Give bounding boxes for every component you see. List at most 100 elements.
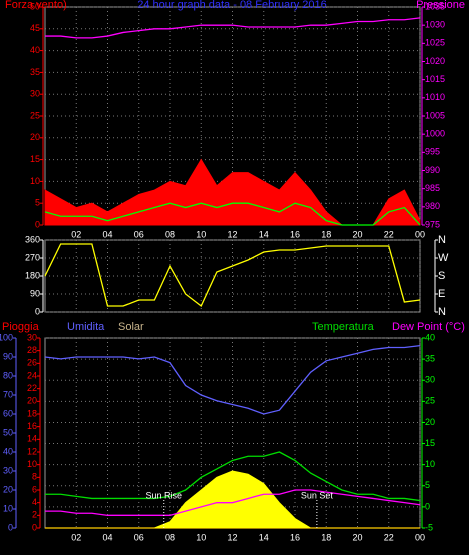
y-tick-label: -5: [425, 522, 433, 532]
area: [44, 158, 421, 226]
y-tick-label: W: [438, 252, 449, 264]
y-tick-label: 0: [35, 219, 40, 229]
y-tick-label: 30: [425, 375, 435, 385]
y-tick-label: 25: [425, 396, 435, 406]
y-tick-label: 50: [3, 427, 13, 437]
y-tick-label: 1020: [425, 56, 445, 66]
y-tick-label: 80: [3, 370, 13, 380]
y-tick-label: 30: [30, 89, 40, 99]
y-tick-label: 985: [425, 183, 440, 193]
y-tick-label: 30: [27, 332, 37, 342]
y-tick-label: 1005: [425, 110, 445, 120]
y-tick-label: 360: [25, 234, 40, 244]
y-tick-label: 15: [30, 154, 40, 164]
chart-title: 24 hour graph data - 08 February 2016: [137, 0, 327, 11]
y-tick-label: 1010: [425, 92, 445, 102]
x-tick-label: 04: [102, 229, 112, 239]
y-tick-label: E: [438, 288, 445, 300]
y-tick-label: 180: [25, 270, 40, 280]
y-tick-label: 6: [32, 484, 37, 494]
legend-label: Pressione: [416, 0, 465, 11]
x-tick-label: 06: [134, 532, 144, 542]
x-tick-label: 18: [321, 532, 331, 542]
x-tick-label: 16: [290, 532, 300, 542]
y-tick-label: 60: [3, 408, 13, 418]
annotation: Sun Rise: [145, 490, 182, 500]
x-tick-label: 08: [165, 229, 175, 239]
y-tick-label: 0: [8, 522, 13, 532]
y-tick-label: 15: [425, 438, 435, 448]
y-tick-label: 990: [425, 165, 440, 175]
legend-label: Temperatura: [312, 321, 375, 333]
line: [45, 489, 421, 516]
line: [44, 202, 421, 226]
x-tick-label: 22: [384, 229, 394, 239]
y-tick-label: 10: [27, 459, 37, 469]
x-tick-label: 12: [227, 229, 237, 239]
x-tick-label: 10: [196, 532, 206, 542]
y-tick-label: 10: [30, 176, 40, 186]
y-tick-label: 1030: [425, 20, 445, 30]
y-tick-label: 25: [30, 110, 40, 120]
x-tick-label: 00: [415, 229, 425, 239]
y-tick-label: 20: [3, 484, 13, 494]
y-tick-label: 4: [32, 497, 37, 507]
y-tick-label: 8: [32, 472, 37, 482]
line: [44, 344, 421, 415]
y-tick-label: 20: [425, 417, 435, 427]
legend-label: Forza vento): [5, 0, 67, 11]
y-tick-label: 28: [27, 345, 37, 355]
x-tick-label: 02: [71, 532, 81, 542]
x-tick-label: 10: [196, 229, 206, 239]
y-tick-label: 20: [27, 396, 37, 406]
y-tick-label: 35: [425, 353, 435, 363]
x-tick-label: 20: [352, 229, 362, 239]
y-tick-label: 0: [32, 522, 37, 532]
x-tick-label: 02: [71, 229, 81, 239]
y-tick-label: 10: [3, 503, 13, 513]
x-tick-label: 08: [165, 532, 175, 542]
y-tick-label: 70: [3, 389, 13, 399]
line: [45, 451, 421, 502]
y-tick-label: 1025: [425, 38, 445, 48]
y-tick-label: 1035: [425, 1, 445, 11]
y-tick-label: 980: [425, 201, 440, 211]
x-tick-label: 04: [102, 532, 112, 542]
legend-label: Umidita: [67, 321, 105, 333]
y-tick-label: 24: [27, 370, 37, 380]
y-tick-label: 45: [30, 23, 40, 33]
y-tick-label: 0: [35, 306, 40, 316]
y-tick-label: 1015: [425, 74, 445, 84]
y-tick-label: 22: [27, 383, 37, 393]
y-tick-label: 50: [30, 1, 40, 11]
y-tick-label: 1000: [425, 129, 445, 139]
x-tick-label: 18: [321, 229, 331, 239]
y-tick-label: 30: [3, 465, 13, 475]
y-tick-label: 270: [25, 252, 40, 262]
y-tick-label: N: [438, 234, 446, 246]
y-tick-label: 100: [0, 332, 13, 342]
y-tick-label: 90: [3, 351, 13, 361]
y-tick-label: 40: [3, 446, 13, 456]
y-tick-label: 20: [30, 132, 40, 142]
y-tick-label: 5: [425, 480, 430, 490]
x-tick-label: 22: [384, 532, 394, 542]
legend-label: Pioggia: [2, 321, 40, 333]
legend-label: Dew Point (°C): [392, 321, 465, 333]
x-tick-label: 00: [415, 532, 425, 542]
y-tick-label: 2: [32, 510, 37, 520]
line: [44, 243, 421, 308]
y-tick-label: 35: [30, 67, 40, 77]
y-tick-label: 975: [425, 219, 440, 229]
area: [45, 470, 420, 529]
y-tick-label: 40: [425, 332, 435, 342]
y-tick-label: 10: [425, 459, 435, 469]
line: [45, 17, 421, 39]
y-tick-label: 18: [27, 408, 37, 418]
x-tick-label: 14: [259, 229, 269, 239]
y-tick-label: 12: [27, 446, 37, 456]
y-tick-label: 26: [27, 358, 37, 368]
y-tick-label: S: [438, 270, 445, 282]
x-tick-label: 20: [352, 532, 362, 542]
